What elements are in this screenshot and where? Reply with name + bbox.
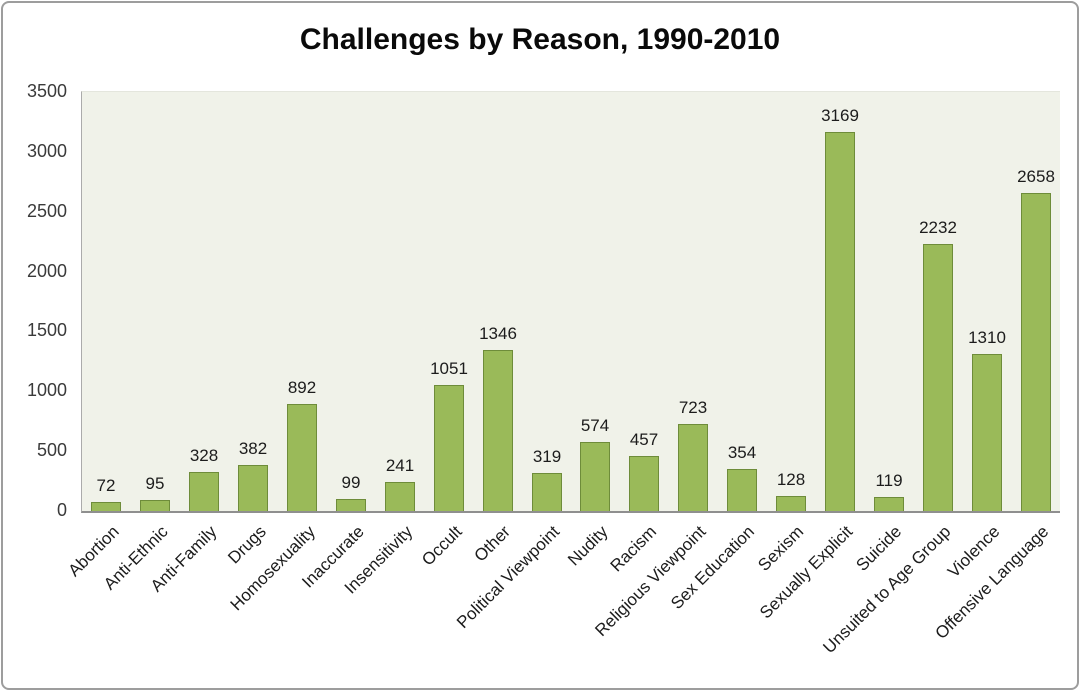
y-tick-label: 500	[36, 440, 67, 461]
bar-inaccurate	[336, 499, 366, 511]
bar-value-label: 128	[776, 470, 806, 489]
x-axis-label: Other	[470, 522, 515, 566]
bar-sexually-explicit	[825, 132, 855, 511]
plot-area: 72 95 328 382 892 99 241 1051 1346 319 574 457 723 35…	[81, 91, 1060, 513]
bar-homosexuality	[287, 404, 317, 511]
bar-value-label: 2232	[919, 218, 957, 237]
bar-value-label: 119	[875, 471, 903, 490]
bar-value-label: 2658	[1017, 167, 1055, 186]
y-tick-label: 1500	[26, 320, 67, 341]
bar-unsuited-to-age-group	[923, 244, 953, 511]
bar-value-label: 382	[238, 439, 268, 458]
bar-anti-family	[189, 472, 219, 511]
bar-value-label: 892	[287, 378, 317, 397]
y-tick-label: 2500	[26, 200, 67, 221]
bar-political-viewpoint	[532, 473, 562, 511]
bar-value-label: 574	[580, 416, 610, 435]
bar-suicide	[874, 497, 904, 511]
bar-value-label: 319	[532, 447, 562, 466]
bar-value-label: 457	[629, 430, 659, 449]
y-axis: 0 500 1000 1500 2000 2500 3000 3500	[3, 81, 73, 520]
chart-title: Challenges by Reason, 1990-2010	[299, 23, 781, 56]
bar-value-label: 328	[189, 446, 219, 465]
x-axis-label: Homosexuality	[226, 522, 319, 615]
bar-occult	[434, 385, 464, 511]
y-tick-label: 2000	[26, 260, 67, 281]
x-axis-label: Nudity	[563, 522, 612, 570]
y-tick-label: 3500	[26, 81, 67, 101]
y-tick-label: 0	[56, 500, 67, 520]
bar-offensive-language	[1021, 193, 1051, 511]
bar-insensitivity	[385, 482, 415, 511]
bar-value-label: 1310	[968, 328, 1006, 347]
bar-other	[483, 350, 513, 511]
bar-nudity	[580, 442, 610, 511]
bar-value-label: 354	[727, 443, 757, 462]
bar-value-label: 723	[678, 398, 708, 417]
bar-value-label: 1346	[479, 324, 517, 343]
x-axis-label: Occult	[417, 522, 466, 570]
bar-value-label: 95	[145, 474, 165, 493]
bar-anti-ethnic	[140, 500, 170, 511]
bar-value-label: 1051	[430, 359, 468, 378]
bar-sex-education	[727, 469, 757, 511]
bar-value-label: 3169	[821, 106, 859, 125]
x-axis-labels: Abortion Anti-Ethnic Anti-Family Drugs Homos…	[64, 516, 1059, 688]
bar-value-label: 72	[96, 476, 116, 495]
bar-value-label: 99	[341, 473, 361, 492]
y-tick-label: 1000	[26, 380, 67, 401]
y-tick-label: 3000	[26, 140, 67, 161]
bar-violence	[972, 354, 1002, 511]
bar-value-label: 241	[385, 456, 415, 475]
bar-abortion	[91, 502, 121, 511]
bar-religious-viewpoint	[678, 424, 708, 511]
bar-sexism	[776, 496, 806, 511]
bar-racism	[629, 456, 659, 511]
bar-drugs	[238, 465, 268, 511]
x-axis-label: Drugs	[223, 522, 270, 568]
